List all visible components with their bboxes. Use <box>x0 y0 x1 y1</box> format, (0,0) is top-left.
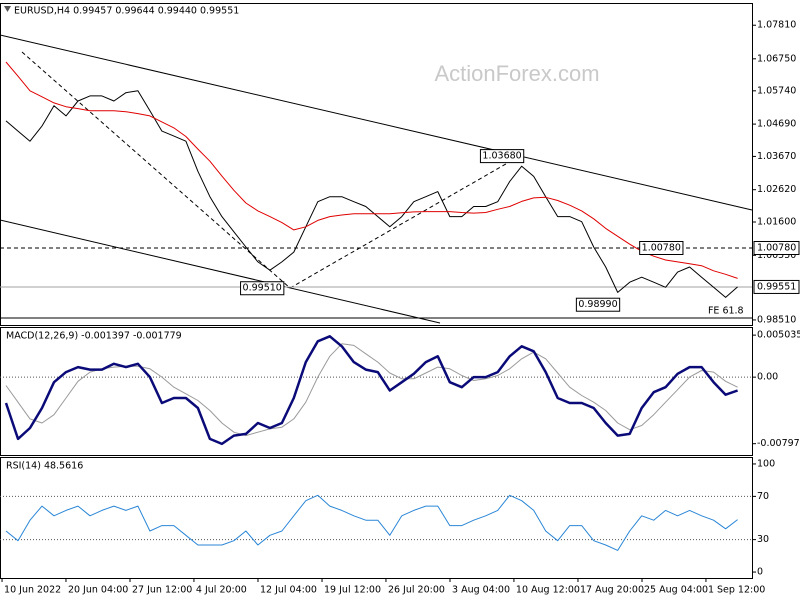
y-tick-label: 1.00550 <box>757 250 796 261</box>
x-tick-label: 19 Jul 12:00 <box>324 585 381 596</box>
x-tick-label: 27 Jun 12:00 <box>132 585 192 596</box>
annotation: 0.98990 <box>575 297 621 312</box>
rsi-panel <box>0 457 753 579</box>
y-tick-label: 30 <box>757 534 769 545</box>
annotation-box <box>240 281 285 296</box>
channel-upper <box>0 34 753 211</box>
level-label-box <box>753 279 800 294</box>
panel-title: MACD(12,26,9) -0.001397 -0.001779 <box>6 331 182 342</box>
macd-panel <box>0 327 753 456</box>
annotation-label: 0.98990 <box>578 299 617 310</box>
main-panel <box>0 3 753 326</box>
y-tick-label: 1.07810 <box>757 20 796 31</box>
annotation-label: 1.03680 <box>482 151 521 162</box>
level-label: 0.99551 <box>757 281 796 292</box>
x-tick-label: 4 Jul 20:00 <box>196 585 247 596</box>
series-line <box>5 494 738 551</box>
x-tick-label: 3 Aug 04:00 <box>452 585 510 596</box>
level-label: 1.00780 <box>757 242 796 253</box>
fib-line <box>289 156 519 289</box>
y-tick-label: 1.03670 <box>757 151 796 162</box>
annotation: FE 61.8 <box>708 306 744 317</box>
trend-lines <box>0 34 753 324</box>
x-tick-label: 20 Jun 04:00 <box>68 585 128 596</box>
x-tick-label: 10 Jun 2022 <box>4 585 61 596</box>
panel-frames <box>0 3 753 579</box>
y-tick-label: -0.007973 <box>757 438 800 449</box>
annotation: 0.99510 <box>240 281 285 296</box>
x-tick-label: 26 Jul 20:00 <box>388 585 445 596</box>
y-tick-label: 0.98510 <box>757 314 796 325</box>
annotation-box <box>479 149 525 164</box>
panel-title: EURUSD,H4 0.99457 0.99644 0.99440 0.9955… <box>14 6 239 17</box>
x-tick-label: 1 Sep 12:00 <box>708 585 765 596</box>
series-line <box>5 61 738 279</box>
annotation: 1.00780 <box>639 240 684 255</box>
y-tick-label: 100 <box>757 458 775 469</box>
y-tick-label: 0.005035 <box>757 330 800 341</box>
watermark: ActionForex.com <box>434 61 599 86</box>
symbol-icon <box>4 6 11 12</box>
fib-line <box>21 51 291 289</box>
annotation-box <box>639 240 684 255</box>
x-tick-label: 12 Jul 04:00 <box>260 585 317 596</box>
y-tick-label: 1.06750 <box>757 53 796 64</box>
x-tick-label: 10 Aug 12:00 <box>516 585 580 596</box>
series-line <box>5 90 738 298</box>
x-tick-label: 25 Aug 04:00 <box>644 585 708 596</box>
x-tick-label: 17 Aug 20:00 <box>580 585 644 596</box>
y-tick-label: 0.00 <box>757 372 778 383</box>
panel-title: RSI(14) 48.5616 <box>6 461 83 472</box>
annotation-label: FE 61.8 <box>708 306 744 317</box>
plot-layer: EURUSD,H4 0.99457 0.99644 0.99440 0.9955… <box>0 6 800 596</box>
level-label-box <box>753 240 800 255</box>
y-tick-label: 70 <box>757 491 769 502</box>
series-line <box>4 335 739 446</box>
y-tick-label: 0 <box>757 567 763 578</box>
y-tick-label: 1.05740 <box>757 85 796 96</box>
annotation-label: 1.00780 <box>642 242 681 253</box>
y-tick-label: 1.01600 <box>757 217 796 228</box>
channel-lower <box>0 219 441 324</box>
annotation-box <box>575 297 621 312</box>
annotation: 1.03680 <box>479 149 525 164</box>
annotation-label: 0.99510 <box>243 283 282 294</box>
y-tick-label: 1.02620 <box>757 184 796 195</box>
y-tick-label: 1.04690 <box>757 119 796 130</box>
